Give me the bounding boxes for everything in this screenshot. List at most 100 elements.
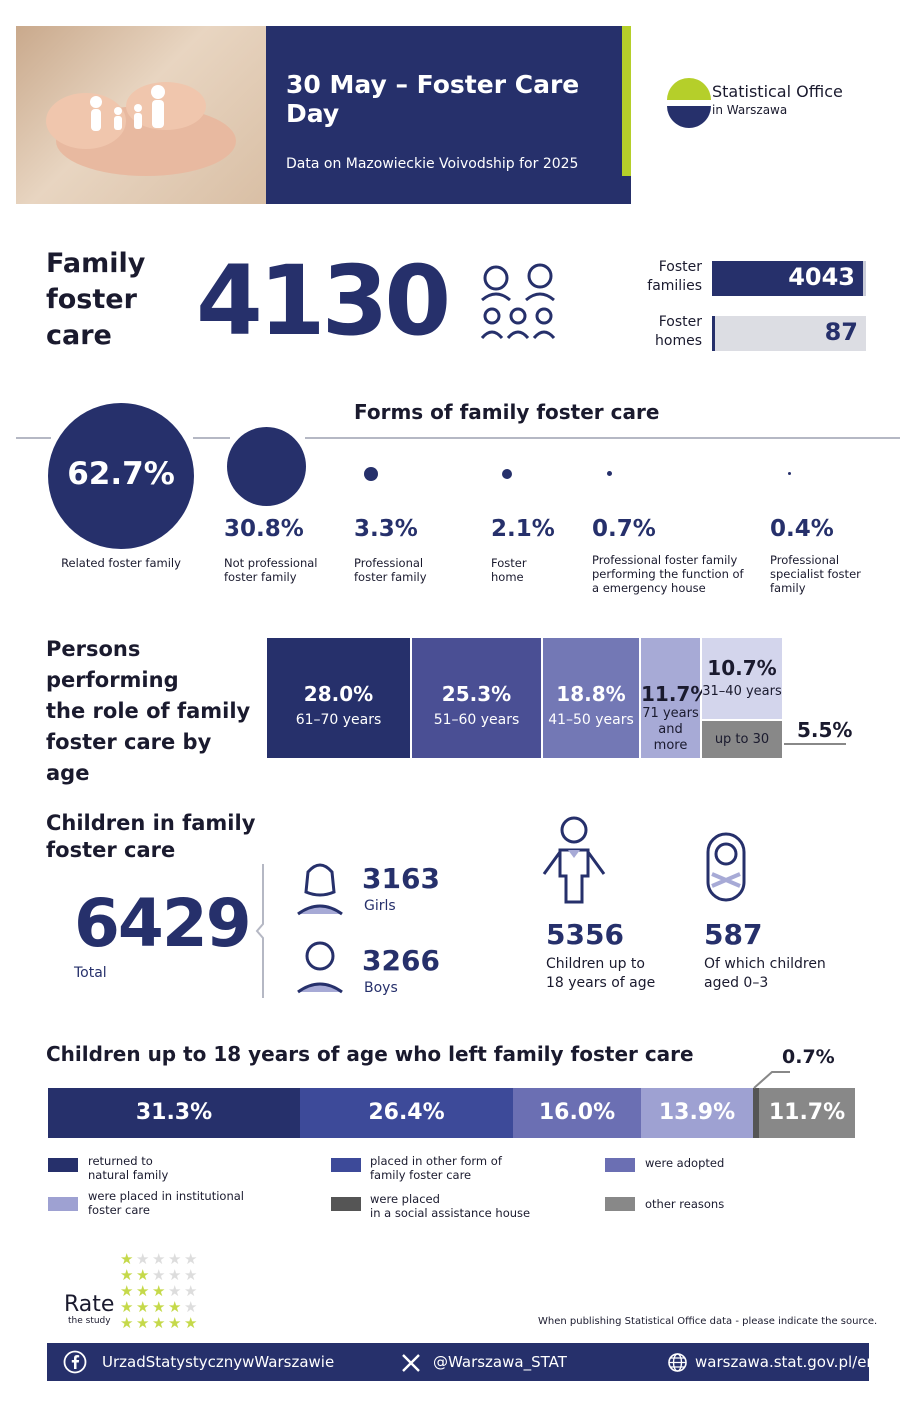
- age-pct-up-to-30: 5.5%: [797, 718, 853, 742]
- legend-label-other-form: placed in other form of family foster ca…: [370, 1154, 502, 1182]
- form-pct-professional: 3.3%: [354, 516, 418, 542]
- svg-text:★: ★: [184, 1266, 197, 1284]
- child-icon: [542, 816, 606, 904]
- source-note: When publishing Statistical Office data …: [538, 1316, 878, 1327]
- children-total: 6429: [74, 885, 252, 962]
- footer-bar: UrzadStatystycznywWarszawie @Warszawa_ST…: [47, 1343, 881, 1381]
- legend-label-returned: returned to natural family: [88, 1154, 169, 1182]
- left-care-title: Children up to 18 years of age who left …: [46, 1042, 694, 1066]
- svg-text:★: ★: [120, 1250, 133, 1268]
- half-circle-logo-icon: [667, 78, 711, 128]
- legend-label-adopted: were adopted: [645, 1156, 725, 1170]
- form-circle-emergency: [607, 471, 612, 476]
- legend-swatch-institutional: [48, 1197, 78, 1211]
- foster-homes-label: Foster homes: [655, 314, 702, 349]
- divider-left: [16, 437, 51, 439]
- left-seg-returned: 31.3%: [48, 1088, 300, 1138]
- x-link[interactable]: @Warszawa_STAT: [433, 1353, 567, 1371]
- left-pct-social-house: 0.7%: [782, 1046, 835, 1068]
- age-box-up-to-30: up to 30: [702, 721, 782, 758]
- header-accent-bar: [622, 26, 631, 176]
- form-label-specialist: Professional specialist foster family: [770, 553, 861, 595]
- girls-label: Girls: [364, 898, 396, 914]
- divider-right: [305, 437, 900, 439]
- svg-text:★: ★: [152, 1266, 165, 1284]
- rate-subtitle: the study: [68, 1316, 111, 1326]
- age-box-51-60: 25.3% 51–60 years: [412, 638, 541, 758]
- svg-text:★: ★: [168, 1250, 181, 1268]
- legend-swatch-other-reasons: [605, 1197, 635, 1211]
- form-label-related: Related foster family: [61, 556, 181, 570]
- svg-text:★: ★: [120, 1266, 133, 1284]
- foster-families-bar: 4043: [712, 261, 866, 296]
- family-foster-care-total: 4130: [196, 245, 451, 357]
- facebook-icon[interactable]: [63, 1350, 87, 1374]
- legend-swatch-social-house: [331, 1197, 361, 1211]
- form-pct-emergency: 0.7%: [592, 516, 656, 542]
- left-seg-adopted: 16.0%: [513, 1088, 641, 1138]
- legend-swatch-adopted: [605, 1158, 635, 1172]
- under18-value: 5356: [546, 918, 624, 951]
- svg-text:★: ★: [152, 1298, 165, 1316]
- age03-value: 587: [704, 918, 763, 951]
- age-box-31-40: 10.7% 31–40 years: [702, 638, 782, 719]
- svg-text:★: ★: [152, 1314, 165, 1330]
- left-seg-other-reasons: 11.7%: [759, 1088, 855, 1138]
- svg-text:★: ★: [184, 1314, 197, 1330]
- age-title: Persons performing the role of family fo…: [46, 637, 251, 785]
- girl-icon: [297, 863, 343, 916]
- age-leader-line: [784, 743, 846, 745]
- form-pct-related: 62.7%: [67, 456, 175, 492]
- facebook-link[interactable]: UrzadStatystycznywWarszawie: [102, 1353, 335, 1371]
- legend-label-social-house: were placed in a social assistance house: [370, 1192, 531, 1220]
- left-seg-institutional: 13.9%: [641, 1088, 753, 1138]
- form-circle-not-professional: [227, 427, 306, 506]
- family-icon: [470, 258, 570, 348]
- age03-label: Of which children aged 0–3: [704, 956, 826, 991]
- svg-text:★: ★: [120, 1298, 133, 1316]
- boys-value: 3266: [362, 944, 440, 977]
- svg-text:★: ★: [120, 1282, 133, 1300]
- hands-family-illustration: [46, 82, 236, 176]
- legend-label-other-reasons: other reasons: [645, 1197, 725, 1211]
- bracket-divider: [255, 864, 264, 998]
- globe-icon[interactable]: [667, 1352, 688, 1373]
- boy-icon: [297, 941, 343, 994]
- foster-homes-bar: 87: [712, 316, 866, 351]
- rate-title[interactable]: Rate: [64, 1292, 115, 1317]
- form-circle-related: [48, 403, 194, 549]
- svg-text:★: ★: [168, 1266, 181, 1284]
- forms-title: Forms of family foster care: [354, 400, 660, 424]
- form-label-professional: Professional foster family: [354, 556, 427, 584]
- children-total-label: Total: [74, 965, 107, 981]
- form-pct-specialist: 0.4%: [770, 516, 834, 542]
- svg-text:★: ★: [136, 1314, 149, 1330]
- family-foster-care-title: Family foster care: [46, 248, 146, 351]
- svg-text:★: ★: [152, 1282, 165, 1300]
- logo-text-line1: Statistical Office: [712, 82, 843, 101]
- foster-families-value: 4043: [788, 263, 855, 291]
- form-circle-specialist: [788, 472, 791, 475]
- web-link[interactable]: warszawa.stat.gov.pl/en/: [695, 1353, 881, 1371]
- baby-icon: [706, 832, 746, 902]
- svg-text:★: ★: [168, 1314, 181, 1330]
- rate-stars-icon[interactable]: ★ ★ ★ ★ ★ ★ ★ ★ ★ ★ ★ ★ ★ ★ ★ ★ ★ ★ ★ ★ ★ ★ ★ ★ ★: [120, 1250, 204, 1330]
- foster-families-label: Foster families: [647, 259, 702, 294]
- svg-text:★: ★: [184, 1250, 197, 1268]
- legend-swatch-returned: [48, 1158, 78, 1172]
- girls-value: 3163: [362, 862, 440, 895]
- legend-label-institutional: were placed in institutional foster care: [88, 1189, 244, 1217]
- form-pct-not-professional: 30.8%: [224, 516, 304, 542]
- x-icon[interactable]: [401, 1353, 421, 1373]
- age-box-41-50: 18.8% 41–50 years: [543, 638, 639, 758]
- logo-text-line2: in Warszawa: [712, 103, 788, 117]
- left-seg-social-house: [753, 1088, 759, 1138]
- svg-text:★: ★: [136, 1250, 149, 1268]
- form-label-foster-home: Foster home: [491, 556, 527, 584]
- svg-text:★: ★: [152, 1250, 165, 1268]
- age-box-71-plus: 11.7% 71 years and more: [641, 638, 710, 758]
- divider-mid: [193, 437, 230, 439]
- foster-homes-value: 87: [824, 318, 858, 346]
- form-label-emergency: Professional foster family performing th…: [592, 553, 744, 595]
- under18-label: Children up to 18 years of age: [546, 956, 656, 991]
